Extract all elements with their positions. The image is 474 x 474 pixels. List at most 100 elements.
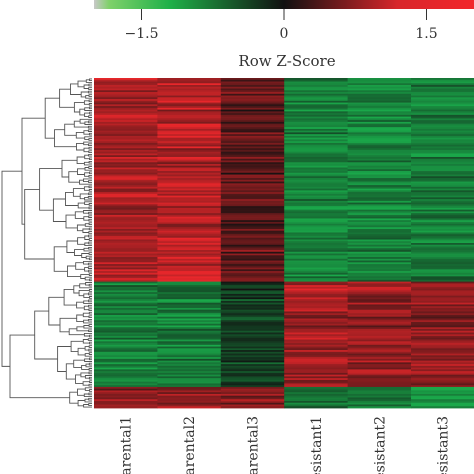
heatmap-cell [347, 86, 412, 89]
heatmap-cell [411, 402, 474, 405]
dendrogram-branch [67, 265, 81, 278]
heatmap-cell [220, 381, 285, 384]
heatmap-cell [411, 248, 474, 251]
heatmap-cell [411, 339, 474, 342]
heatmap-cell [347, 106, 412, 109]
dendrogram-branch [88, 203, 92, 206]
heatmap-cell [94, 116, 158, 119]
heatmap-cell [284, 83, 348, 86]
heatmap-cell [347, 251, 412, 254]
heatmap-cell [347, 121, 412, 125]
heatmap-cell [157, 379, 222, 383]
heatmap-cell [347, 116, 412, 119]
heatmap-cell [347, 92, 412, 95]
heatmap-cell [157, 330, 222, 333]
heatmap-cell [284, 141, 348, 144]
heatmap-cell [347, 318, 412, 321]
heatmap-cell [157, 367, 222, 370]
heatmap-cell [94, 146, 158, 149]
heatmap-cell [284, 381, 348, 384]
heatmap-cell [220, 155, 285, 158]
color-key-tick-label: −1.5 [125, 26, 159, 42]
heatmap-cell [94, 385, 158, 388]
heatmap-cell [284, 99, 348, 102]
heatmap-cell [94, 197, 158, 200]
heatmap-cell [347, 257, 412, 260]
heatmap-cell [157, 290, 222, 293]
heatmap-cell [220, 358, 285, 362]
dendrogram-branch [88, 206, 92, 210]
heatmap-cell [220, 139, 285, 142]
heatmap-cell [411, 355, 474, 358]
heatmap-cell [284, 202, 348, 205]
heatmap-cell [284, 316, 348, 319]
heatmap-cell [157, 286, 222, 290]
heatmap-cell [284, 278, 348, 281]
heatmap-cell [411, 162, 474, 165]
heatmap-cell [284, 206, 348, 209]
heatmap-cell [94, 351, 158, 354]
heatmap-cell [220, 399, 285, 402]
heatmap-cell [347, 114, 412, 118]
heatmap-cell [284, 281, 348, 284]
heatmap-cell [411, 306, 474, 309]
heatmap-cell [94, 309, 158, 312]
heatmap-cell [157, 241, 222, 244]
heatmap-cell [94, 286, 158, 290]
dendrogram-branch [73, 359, 85, 368]
heatmap-cell [220, 183, 285, 186]
heatmap-cell [157, 146, 222, 149]
heatmap-cell [94, 386, 158, 390]
dendrogram-branch [59, 88, 75, 108]
heatmap-cell [411, 93, 474, 96]
heatmap-cell [220, 346, 285, 349]
heatmap-cell [347, 313, 412, 316]
heatmap-cell [157, 116, 222, 119]
heatmap-cell [284, 372, 348, 376]
heatmap-cell [220, 350, 285, 353]
heatmap-cell [411, 211, 474, 214]
heatmap-cell [220, 372, 285, 376]
heatmap-cell [157, 392, 222, 395]
heatmap-cell [220, 188, 285, 191]
heatmap-cell [347, 329, 412, 332]
heatmap-cell [284, 348, 348, 351]
heatmap-cell [94, 402, 158, 405]
dendrogram-branch [88, 241, 92, 245]
heatmap-cell [347, 207, 412, 211]
heatmap-cell [157, 125, 222, 128]
heatmap-cell [220, 244, 285, 247]
heatmap-cell [157, 400, 222, 404]
heatmap-cell [284, 132, 348, 135]
heatmap-cell [157, 251, 222, 254]
heatmap-cell [411, 88, 474, 91]
heatmap-cell [220, 337, 285, 340]
heatmap-cell [411, 125, 474, 128]
heatmap-cell [94, 350, 158, 353]
heatmap-cell [411, 155, 474, 158]
heatmap-cell [94, 314, 158, 318]
heatmap-cell [157, 225, 222, 228]
heatmap-cell [284, 200, 348, 204]
heatmap-cell [411, 276, 474, 279]
heatmap-cell [157, 185, 222, 188]
heatmap-cell [220, 385, 285, 388]
heatmap-cell [284, 357, 348, 360]
heatmap-cell [157, 79, 222, 82]
heatmap-cell [347, 107, 412, 110]
heatmap-cell [220, 200, 285, 204]
heatmap-cell [347, 134, 412, 137]
heatmap-cell [411, 118, 474, 121]
heatmap-cell [220, 402, 285, 405]
heatmap-cell [220, 327, 285, 330]
heatmap-cell [94, 283, 158, 286]
heatmap-cell [220, 323, 285, 326]
heatmap-cell [411, 197, 474, 200]
heatmap-cell [411, 214, 474, 218]
dendrogram-branch [9, 334, 70, 399]
heatmap-cell [411, 262, 474, 265]
heatmap-cell [157, 207, 222, 211]
heatmap-cell [157, 102, 222, 105]
heatmap-cell [94, 192, 158, 195]
